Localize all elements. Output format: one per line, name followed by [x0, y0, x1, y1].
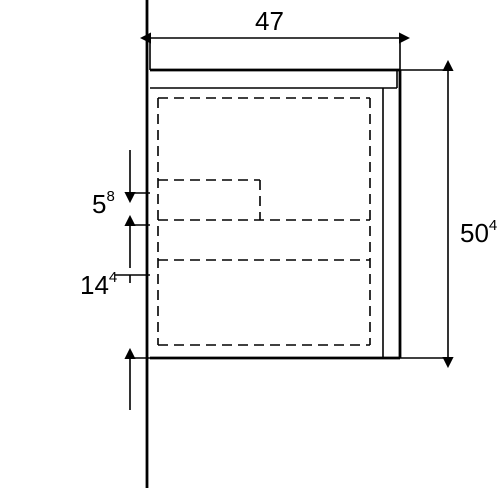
dim-14-4-label: 144 — [80, 269, 117, 300]
technical-drawing: 47 504 58 144 — [0, 0, 500, 500]
dim-5-8-label: 58 — [92, 188, 115, 219]
dim-height-label: 504 — [460, 217, 497, 248]
dim-width-label: 47 — [255, 6, 284, 36]
